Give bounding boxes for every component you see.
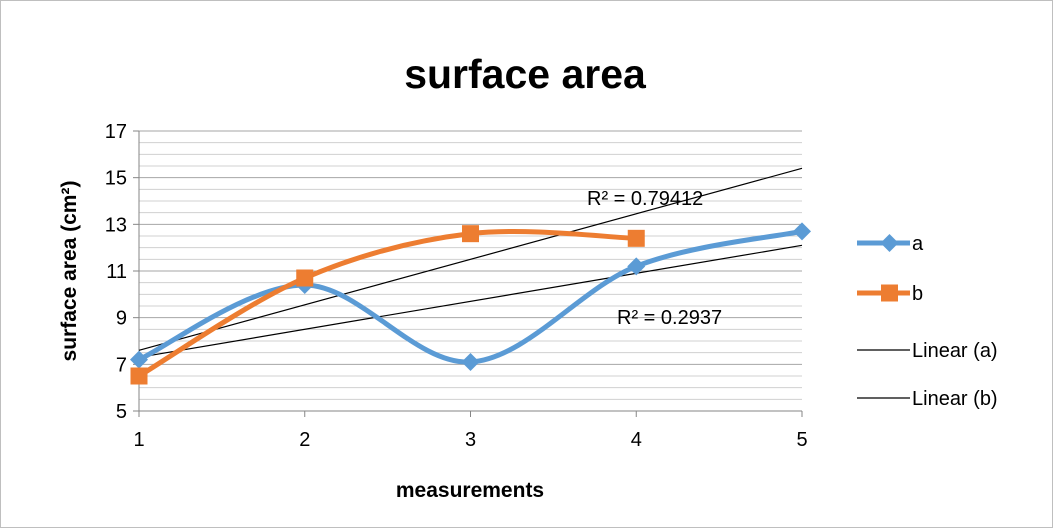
y-tick-label: 11: [106, 261, 127, 283]
legend-swatch-marker-a: [880, 234, 899, 252]
x-tick-label: 2: [299, 429, 310, 451]
legend-swatch-marker-b: [881, 284, 898, 302]
data-point-b: [627, 229, 645, 247]
data-point-b: [130, 367, 148, 385]
axes: 5 7 9 11 13 15 17 1 2 3 4 5: [105, 121, 808, 451]
legend-label-trendline-a[interactable]: Linear (a): [912, 340, 998, 362]
y-tick-label: 13: [105, 214, 127, 236]
y-tick-label: 5: [116, 401, 127, 423]
data-point-a: [627, 257, 646, 276]
x-tick-label: 5: [796, 429, 807, 451]
series-line-b: [136, 228, 639, 379]
trendlines: [138, 167, 803, 358]
r-squared-label-b: R² = 0.79412: [587, 188, 703, 210]
y-tick-label: 9: [116, 308, 127, 330]
x-tick-label: 3: [465, 429, 476, 451]
y-tick-label: 7: [116, 354, 127, 376]
trendline-a: [138, 244, 803, 358]
legend[interactable]: a b Linear (a) Linear (b): [857, 233, 998, 410]
r-squared-label-a: R² = 0.2937: [617, 307, 722, 329]
x-tick-label: 4: [631, 429, 642, 451]
trendline-b: [138, 167, 803, 351]
y-tick-label: 15: [105, 168, 127, 190]
data-point-a: [130, 350, 148, 369]
data-point-b: [296, 269, 314, 287]
y-tick-label: 17: [105, 121, 127, 143]
x-tick-label: 1: [133, 429, 144, 451]
legend-label-trendline-b[interactable]: Linear (b): [912, 388, 998, 410]
legend-label-b[interactable]: b: [912, 283, 923, 305]
chart-title: surface area: [404, 51, 647, 97]
series-line-a: [136, 228, 805, 365]
y-axis-title: surface area (cm²): [58, 181, 81, 362]
x-axis-title: measurements: [396, 479, 544, 502]
series-markers: [130, 222, 811, 385]
data-point-b: [462, 225, 479, 243]
legend-label-a[interactable]: a: [912, 233, 924, 255]
data-point-a: [793, 222, 811, 241]
data-point-a: [461, 353, 480, 371]
r-squared-annotations: R² = 0.2937 R² = 0.79412: [587, 188, 722, 329]
